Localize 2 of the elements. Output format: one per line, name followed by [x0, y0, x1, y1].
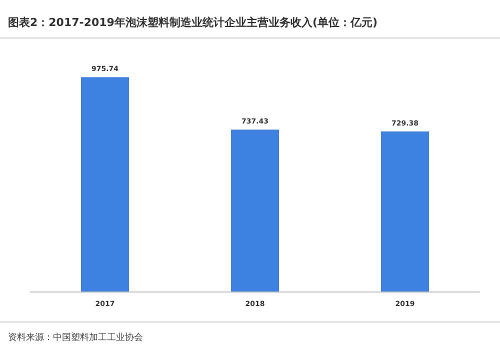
- chart-title: 图表2：2017-2019年泡沫塑料制造业统计企业主营业务收入(单位：亿元): [8, 16, 378, 29]
- text: 资料来源：中国塑料加工工业协会: [8, 332, 143, 343]
